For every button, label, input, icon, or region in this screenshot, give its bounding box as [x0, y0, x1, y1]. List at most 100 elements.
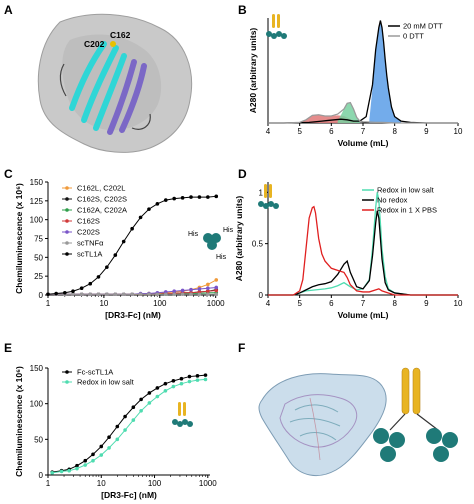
- data-point-sctnf: [105, 292, 109, 297]
- data-point-redox-in-low-salt: [59, 469, 64, 474]
- data-point-sctl1a: [46, 292, 50, 297]
- fc-fusion-schematic-f: [373, 367, 458, 462]
- data-point-fc-sctl1a: [131, 405, 136, 410]
- data-point-redox-in-low-salt: [203, 377, 208, 382]
- data-point-sctl1a: [71, 289, 75, 294]
- data-point-redox-in-low-salt: [67, 468, 71, 473]
- data-point-fc-sctl1a: [83, 458, 88, 463]
- data-point-sctl1a: [121, 239, 126, 244]
- data-point-sctl1a: [180, 196, 185, 200]
- y-tick-label: 100: [30, 216, 44, 225]
- data-point-redox-in-low-salt: [123, 428, 127, 432]
- legend-marker-redox-in-low-salt: [65, 380, 69, 384]
- x-tick-label: 4: [266, 299, 271, 308]
- chart-d: 4 5 6 7 8 9 10 0 0.5 1 Volume (mL) A280 (arbitrary …: [234, 182, 463, 320]
- legend-label-redox-in-low-salt: Redox in low salt: [77, 378, 135, 387]
- panel-label-c: C: [4, 167, 13, 181]
- data-point-sctl1a: [105, 265, 109, 269]
- data-point-c162s: [214, 288, 219, 293]
- data-point-sctnf: [197, 292, 202, 297]
- series-line-20-mm-dtt: [268, 20, 458, 124]
- data-point-fc-sctl1a: [179, 376, 184, 381]
- series-line-no-redox: [268, 210, 458, 296]
- data-point-sctl1a: [79, 286, 84, 291]
- panel-label-d: D: [238, 167, 247, 181]
- y-tick-label: 1: [259, 188, 264, 197]
- x-tick-label: 10: [99, 299, 108, 308]
- data-point-sctnf: [96, 292, 101, 297]
- data-point-fc-sctl1a: [91, 452, 95, 457]
- x-tick-label: 6: [329, 127, 334, 136]
- data-point-sctl1a: [214, 194, 219, 199]
- data-point-redox-in-low-salt: [50, 471, 55, 475]
- legend-label-c162s: C162S: [77, 217, 100, 226]
- x-axis-label: Volume (mL): [338, 310, 389, 320]
- data-point-sctnf: [130, 292, 134, 297]
- data-point-redox-in-low-salt: [131, 418, 136, 422]
- data-point-redox-in-low-salt: [147, 401, 152, 405]
- data-point-fc-sctl1a: [115, 424, 120, 429]
- legend-label-no-redox: No redox: [377, 196, 408, 205]
- data-point-sctnf: [147, 292, 151, 297]
- data-point-redox-in-low-salt: [139, 409, 143, 413]
- data-point-fc-sctl1a: [99, 444, 104, 449]
- data-point-sctl1a: [96, 275, 101, 279]
- legend-marker-sctnf: [65, 241, 69, 245]
- data-point-sctl1a: [163, 198, 168, 202]
- legend-marker-fc-sctl1a: [65, 370, 69, 374]
- legend-label-redox-in-1-x-pbs: Redox in 1 X PBS: [377, 206, 437, 215]
- x-tick-label: 9: [424, 127, 429, 136]
- y-tick-label: 50: [34, 253, 43, 262]
- x-axis-label: [DR3-Fc] (nM): [105, 310, 161, 320]
- data-point-sctl1a: [54, 291, 58, 296]
- y-tick-label: 125: [30, 197, 44, 206]
- data-point-sctl1a: [189, 195, 193, 199]
- data-point-sctl1a: [172, 196, 176, 201]
- x-tick-label: 6: [329, 299, 334, 308]
- x-axis-label: Volume (mL): [338, 138, 389, 148]
- legend-label-c202s: C202S: [77, 228, 100, 237]
- x-tick-label: 7: [361, 299, 366, 308]
- panel-label-a: A: [4, 3, 13, 17]
- data-point-redox-in-low-salt: [99, 453, 104, 457]
- em-density-illustration-f: [258, 373, 387, 477]
- data-point-sctnf: [189, 292, 193, 297]
- data-point-sctnf: [172, 292, 176, 297]
- data-point-sctl1a: [155, 202, 160, 206]
- x-tick-label: 1000: [199, 479, 217, 488]
- data-point-redox-in-low-salt: [195, 378, 200, 382]
- x-tick-label: 1: [46, 479, 51, 488]
- disulfide-marker: [110, 41, 116, 47]
- legend-marker-c162a-c202a: [65, 208, 69, 212]
- his-trimer-icon-c: His His His: [188, 227, 234, 261]
- data-point-sctnf: [79, 292, 84, 297]
- data-point-sctl1a: [197, 195, 202, 199]
- x-tick-label: 10: [454, 127, 463, 136]
- data-point-sctnf: [180, 292, 185, 297]
- x-tick-label: 8: [392, 299, 397, 308]
- data-point-c162l-c202l: [206, 282, 210, 287]
- chart-c: 1 10 100 1000 0 25 50 75 100 125 150 [DR3-Fc] (nM) C…: [14, 178, 225, 320]
- data-point-sctnf: [121, 292, 126, 297]
- his-label-3: His: [216, 254, 227, 261]
- legend-label-c162s-c202s: C162S, C202S: [77, 195, 127, 204]
- legend-label-sctl1a: scTL1A: [77, 250, 102, 259]
- y-tick-label: 25: [34, 272, 43, 281]
- data-point-sctnf: [163, 292, 168, 297]
- data-point-c202s: [197, 287, 202, 291]
- data-point-sctl1a: [138, 215, 143, 220]
- x-tick-label: 9: [424, 299, 429, 308]
- data-point-redox-in-low-salt: [107, 446, 111, 450]
- legend-label-c162l-c202l: C162L, C202L: [77, 184, 125, 193]
- y-tick-label: 0: [259, 291, 264, 300]
- x-tick-label: 1000: [207, 299, 225, 308]
- legend-label-0-dtt: 0 DTT: [403, 32, 424, 41]
- y-tick-label: 0: [39, 471, 44, 480]
- data-point-fc-sctl1a: [139, 397, 143, 402]
- y-axis-label: A280 (arbitrary units): [234, 196, 244, 282]
- legend-label-fc-sctl1a: Fc-scTL1A: [77, 368, 113, 377]
- y-tick-label: 100: [30, 400, 44, 409]
- residue-label-c162: C162: [110, 30, 131, 40]
- fit-curve-redox-in-low-salt: [52, 378, 206, 474]
- y-axis-label: A280 (arbitrary units): [248, 28, 258, 114]
